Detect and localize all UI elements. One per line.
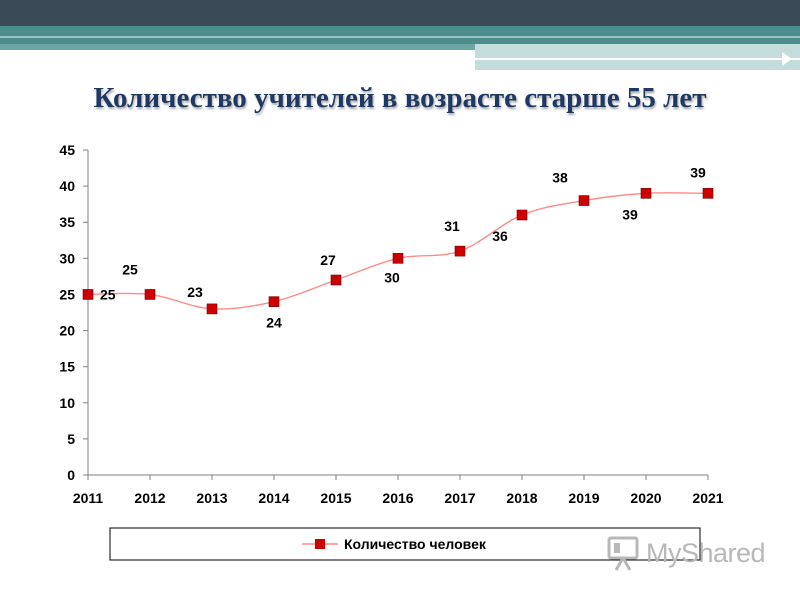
data-point-marker — [392, 253, 404, 264]
data-label: 27 — [320, 252, 336, 268]
x-tick-label: 2017 — [444, 490, 475, 506]
slide-header-bars — [0, 0, 800, 70]
data-point-marker — [82, 289, 94, 300]
data-point-marker — [578, 195, 590, 206]
legend: Количество человек — [109, 527, 701, 561]
watermark-logo: MyShared — [606, 534, 786, 574]
data-label: 25 — [100, 286, 116, 302]
data-label: 38 — [552, 170, 568, 186]
chart-axes — [83, 149, 709, 480]
x-tick-label: 2013 — [196, 490, 227, 506]
data-point-marker — [330, 274, 342, 286]
data-label: 23 — [187, 284, 203, 300]
y-tick-label: 25 — [59, 286, 75, 302]
x-tick-label: 2016 — [382, 490, 413, 506]
y-tick-label: 30 — [59, 250, 75, 266]
header-white-stripe — [0, 36, 800, 38]
corner-arrow-icon — [782, 52, 792, 66]
data-point-marker — [206, 303, 218, 315]
data-labels: 25 25 23 24 27 30 31 36 38 39 39 — [100, 164, 706, 330]
page-title: Количество учителей в возрасте старше 55… — [93, 82, 707, 114]
y-tick-label: 10 — [59, 395, 75, 411]
y-tick-label: 35 — [59, 214, 75, 230]
y-tick-label: 15 — [59, 359, 75, 375]
data-label: 24 — [266, 315, 282, 331]
x-tick-label: 2018 — [506, 490, 537, 506]
series-markers — [82, 188, 714, 315]
y-tick-label: 5 — [67, 431, 75, 447]
data-point-marker — [454, 245, 466, 257]
x-tick-label: 2021 — [692, 490, 723, 506]
data-point-marker — [516, 209, 528, 221]
y-tick-labels: 0 5 10 15 20 25 30 35 40 45 — [59, 142, 75, 483]
header-teal-stripe — [0, 44, 475, 50]
legend-label: Количество человек — [344, 536, 487, 552]
data-label: 31 — [444, 218, 460, 234]
y-tick-label: 0 — [67, 467, 75, 483]
y-tick-label: 20 — [59, 323, 75, 339]
watermark-text: MyShared — [646, 538, 766, 568]
x-tick-label: 2019 — [568, 490, 599, 506]
header-light-bar — [475, 44, 800, 70]
header-teal-bar — [0, 26, 800, 44]
data-label: 30 — [384, 269, 400, 285]
x-tick-label: 2014 — [258, 490, 289, 506]
x-tick-label: 2020 — [630, 490, 661, 506]
data-label: 25 — [122, 261, 138, 277]
data-label: 39 — [690, 164, 706, 180]
data-point-marker — [144, 289, 156, 300]
data-point-marker — [640, 188, 652, 199]
y-tick-label: 45 — [59, 142, 75, 158]
legend-marker-swatch — [315, 539, 325, 549]
data-point-marker — [268, 296, 280, 307]
data-label: 39 — [622, 206, 638, 222]
header-dark-bar — [0, 0, 800, 26]
data-label: 36 — [492, 228, 508, 244]
x-tick-label: 2015 — [320, 490, 351, 506]
series-line — [87, 192, 709, 310]
header-light-stripe — [475, 58, 800, 60]
presentation-board-icon — [607, 536, 639, 571]
x-tick-label: 2011 — [73, 490, 104, 506]
legend-box — [109, 527, 701, 561]
x-tick-label: 2012 — [134, 490, 165, 506]
y-tick-label: 40 — [59, 178, 75, 194]
data-point-marker — [702, 188, 714, 199]
x-tick-labels: 2011 2012 2013 2014 2015 2016 2017 2018 2019 2020… — [73, 490, 724, 506]
